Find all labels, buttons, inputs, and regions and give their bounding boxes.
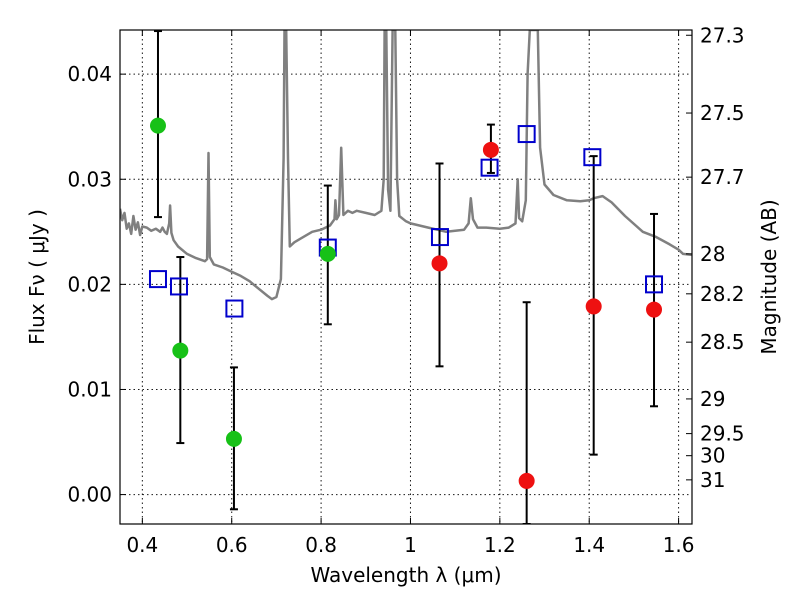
y2-tick-label: 28.5 <box>700 330 745 354</box>
model-square-point <box>583 148 602 167</box>
y-tick-label: 0.01 <box>67 377 112 401</box>
spectrum-line <box>120 30 692 301</box>
y2-tick-label: 28.2 <box>700 282 745 306</box>
measurement-point <box>172 342 189 359</box>
measurement-point <box>225 430 242 447</box>
x-tick-label: 0.6 <box>216 533 248 557</box>
x-tick-label: 1 <box>404 533 417 557</box>
model-square-point <box>517 125 536 144</box>
y2-tick-label: 29 <box>700 387 725 411</box>
measurement-point <box>431 255 448 272</box>
x-tick-label: 1.4 <box>573 533 605 557</box>
measurement-point <box>319 245 336 262</box>
measurement-point <box>646 301 663 318</box>
plot-area <box>120 30 692 524</box>
grid <box>120 30 692 524</box>
x-axis-label: Wavelength λ (μm) <box>310 563 501 587</box>
y2-tick-label: 31 <box>700 468 725 492</box>
model-square-point <box>430 228 449 247</box>
y2-tick-label: 30 <box>700 444 725 468</box>
y-tick-label: 0.04 <box>67 62 112 86</box>
model-square-point <box>480 158 499 177</box>
y2-tick-label: 29.5 <box>700 422 745 446</box>
axis-ticks: 0.4 0.6 0.8 1 1.2 1.4 1.6 0.00 0.01 0.02 0.03 0.04 2… <box>67 23 744 557</box>
measurement-point <box>149 117 166 134</box>
y2-tick-label: 27.7 <box>700 165 745 189</box>
x-tick-label: 1.6 <box>663 533 695 557</box>
x-tick-label: 0.4 <box>126 533 158 557</box>
x-tick-label: 0.8 <box>305 533 337 557</box>
model-square-point <box>645 275 664 294</box>
model-square-point <box>148 270 167 289</box>
plot-clipped <box>120 30 692 524</box>
y-tick-label: 0.02 <box>67 272 112 296</box>
model-square-point <box>225 299 244 318</box>
y2-tick-label: 27.5 <box>700 101 745 125</box>
y-axis-label: Flux Fν ( μJy ) <box>25 209 49 345</box>
plot-frame <box>119 29 693 525</box>
y-tick-label: 0.00 <box>67 483 112 507</box>
y2-tick-label: 28 <box>700 242 725 266</box>
y-tick-label: 0.03 <box>67 167 112 191</box>
measurement-point <box>482 141 499 158</box>
y2-tick-label: 27.3 <box>700 23 745 47</box>
measurement-point <box>518 472 535 489</box>
x-tick-label: 1.2 <box>484 533 516 557</box>
model-square-point <box>169 277 188 296</box>
measurement-point <box>585 298 602 315</box>
y2-axis-label: Magnitude (AB) <box>757 199 781 354</box>
